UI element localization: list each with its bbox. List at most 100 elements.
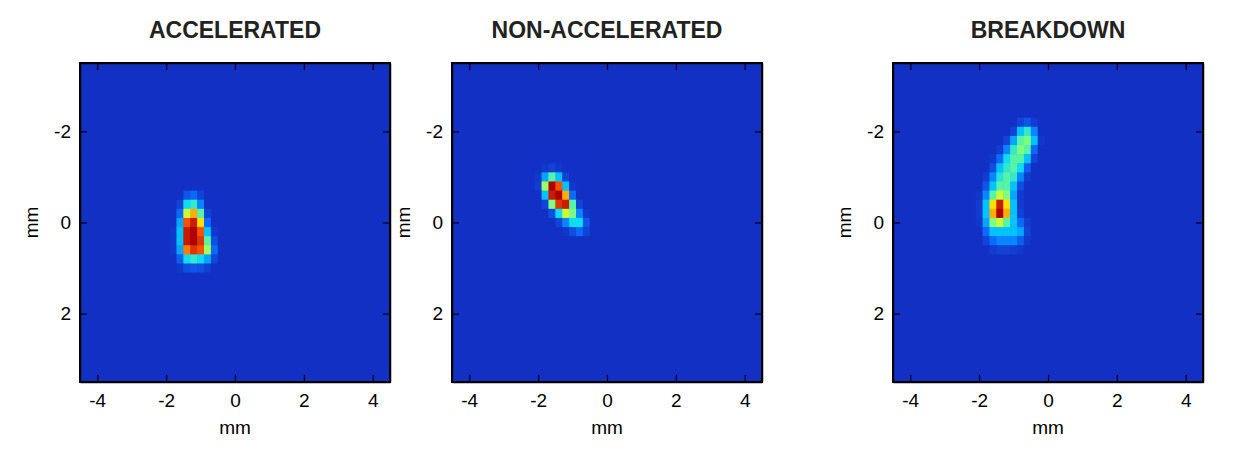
tick bbox=[1186, 63, 1187, 70]
heatmap-cell bbox=[1031, 191, 1038, 201]
heatmap-cell bbox=[1003, 227, 1010, 237]
heatmap-cell bbox=[989, 172, 996, 182]
heatmap-cell bbox=[1017, 245, 1024, 255]
tick: 0 bbox=[230, 375, 241, 411]
heatmap-cell bbox=[1031, 127, 1038, 137]
heatmap-cell bbox=[1017, 118, 1024, 128]
heatmap-cell bbox=[983, 181, 990, 191]
tick-mark bbox=[304, 375, 305, 382]
heatmap-cell bbox=[590, 163, 597, 173]
heatmap-cell bbox=[976, 109, 983, 119]
heatmap-cell bbox=[583, 200, 590, 210]
heatmap-cell bbox=[535, 191, 542, 201]
tick bbox=[1048, 63, 1049, 70]
heatmap-cell bbox=[562, 200, 569, 210]
tick: 0 bbox=[60, 212, 87, 233]
heatmap-cell bbox=[197, 200, 204, 210]
heatmap-cell bbox=[204, 181, 211, 191]
heatmap-cell bbox=[989, 163, 996, 173]
tick bbox=[304, 63, 305, 70]
tick bbox=[607, 63, 608, 70]
heatmap-cell bbox=[528, 227, 535, 237]
heatmap-cell bbox=[170, 209, 177, 219]
heatmap-cell bbox=[1003, 218, 1010, 228]
tick-label: 2 bbox=[299, 390, 310, 411]
heatmap-cell bbox=[1024, 209, 1031, 219]
heatmap-cell bbox=[1024, 154, 1031, 164]
heatmap-cell bbox=[1024, 200, 1031, 210]
heatmap-cell bbox=[1024, 136, 1031, 146]
heatmap-cell bbox=[211, 254, 218, 264]
tick bbox=[1117, 63, 1118, 70]
heatmap-cell bbox=[176, 181, 183, 191]
heatmap-cell bbox=[983, 236, 990, 246]
tick-mark bbox=[452, 314, 459, 315]
tick-label: -2 bbox=[867, 121, 884, 142]
plot-frame bbox=[893, 63, 1203, 382]
heatmap-cell bbox=[548, 200, 555, 210]
heatmap-cell bbox=[583, 154, 590, 164]
heatmap-cell bbox=[989, 136, 996, 146]
tick: -4 bbox=[461, 375, 478, 411]
heatmap-cell bbox=[1024, 227, 1031, 237]
heatmap-cell bbox=[1010, 145, 1017, 155]
tick-mark bbox=[166, 63, 167, 70]
heatmap-cell bbox=[1024, 236, 1031, 246]
heatmap-cell bbox=[176, 200, 183, 210]
heatmap-cell bbox=[204, 227, 211, 237]
heatmap-cell bbox=[211, 191, 218, 201]
heatmap-cell bbox=[190, 200, 197, 210]
plot-background bbox=[452, 63, 762, 382]
plot-frame bbox=[80, 63, 390, 382]
heatmap-cell bbox=[969, 227, 976, 237]
heatmap-cell bbox=[218, 191, 225, 201]
heatmap-cell bbox=[204, 264, 211, 274]
heatmap-cell bbox=[1031, 236, 1038, 246]
heatmap-cell bbox=[1003, 236, 1010, 246]
tick-mark bbox=[166, 375, 167, 382]
tick-label: 0 bbox=[432, 212, 443, 233]
y-axis: -202 bbox=[54, 64, 87, 383]
heatmap-cell bbox=[569, 218, 576, 228]
heatmap-cell bbox=[218, 181, 225, 191]
tick: 4 bbox=[368, 375, 379, 411]
tick-mark bbox=[1117, 63, 1118, 70]
tick-mark bbox=[538, 63, 539, 70]
heatmap-cell bbox=[996, 245, 1003, 255]
heatmap-cell bbox=[170, 254, 177, 264]
heatmap-cell bbox=[542, 154, 549, 164]
tick-label: -4 bbox=[902, 390, 919, 411]
y-axis: -202 bbox=[867, 64, 900, 383]
heatmap-cell bbox=[1017, 163, 1024, 173]
tick-mark bbox=[469, 375, 470, 382]
heatmap-cell bbox=[576, 163, 583, 173]
heatmap-cell bbox=[190, 209, 197, 219]
heatmap-cell bbox=[542, 181, 549, 191]
heatmap-cell bbox=[211, 264, 218, 274]
heatmap-cell bbox=[176, 191, 183, 201]
heatmap-cell bbox=[176, 245, 183, 255]
heatmap-cell bbox=[976, 145, 983, 155]
tick-mark bbox=[979, 375, 980, 382]
heatmap-cell bbox=[548, 227, 555, 237]
heatmap-cell bbox=[1038, 127, 1045, 137]
plot-background bbox=[893, 63, 1203, 382]
heatmap-cell bbox=[983, 136, 990, 146]
tick bbox=[755, 223, 762, 224]
heatmap-cell bbox=[989, 154, 996, 164]
heatmap-cell bbox=[562, 191, 569, 201]
heatmap-cell bbox=[1038, 191, 1045, 201]
heatmap-cell bbox=[590, 236, 597, 246]
heatmap-cell bbox=[1024, 163, 1031, 173]
heatmap-cell bbox=[583, 236, 590, 246]
heatmap-cell bbox=[989, 245, 996, 255]
tick-mark bbox=[383, 222, 390, 223]
heatmap-cell bbox=[996, 218, 1003, 228]
heatmap-cell bbox=[163, 227, 170, 237]
heatmap-cell bbox=[535, 200, 542, 210]
heatmap-cell bbox=[1038, 181, 1045, 191]
heatmap-cell bbox=[976, 254, 983, 264]
heatmap-cell bbox=[976, 181, 983, 191]
heatmap-cell bbox=[976, 200, 983, 210]
heatmap-cell bbox=[1010, 254, 1017, 264]
